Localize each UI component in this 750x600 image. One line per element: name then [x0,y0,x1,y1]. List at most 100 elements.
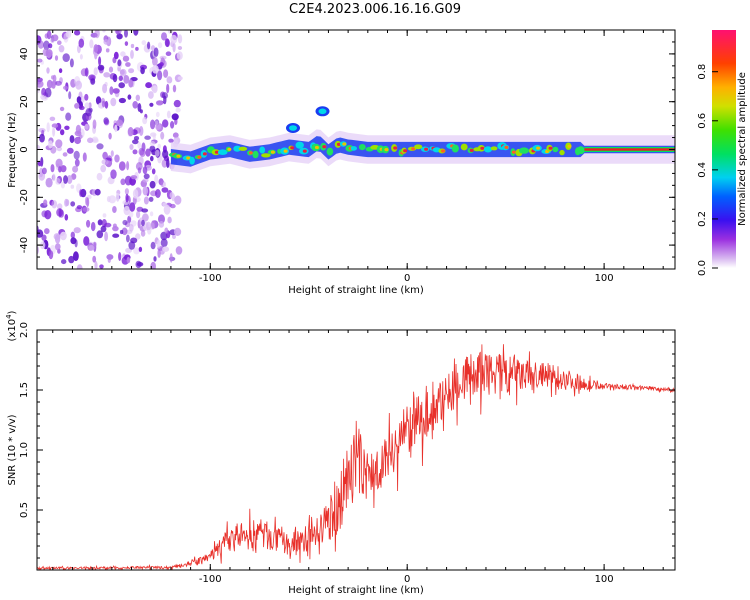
spectrogram-y-label: Frequency (Hz) [7,112,18,188]
noise-speckle [96,230,104,239]
noise-speckle [96,143,104,150]
noise-speckle [149,180,156,189]
ridge-hotspot [536,146,541,150]
noise-speckle [165,51,172,56]
noise-speckle [58,68,63,74]
noise-speckle [132,101,138,109]
colorbar-ticks: 0.0 0.2 0.4 0.6 0.8 [697,64,718,276]
ridge-blob [233,145,242,152]
noise-speckle [37,40,44,49]
noise-speckle [164,38,170,47]
noise-speckle [92,241,97,247]
noise-speckle [55,139,63,149]
ridge-hotspot [314,145,319,150]
ridge-blob [217,149,228,155]
noise-speckle [37,80,44,88]
ridge-peak-line [584,148,675,151]
noise-speckle [61,259,67,265]
noise-speckle [68,91,72,100]
ridge-blob [451,144,459,153]
noise-speckle [126,161,130,171]
ridge-hotspot [411,147,416,151]
noise-speckle [161,32,167,41]
noise-speckle [144,135,151,140]
noise-speckle [136,210,141,219]
noise-speckle [157,42,163,49]
noise-speckle [151,220,156,230]
noise-speckle [139,109,143,114]
noise-speckle [54,80,62,86]
colorbar-tick-label: 0.8 [697,64,708,80]
ridge-hotspot [424,147,429,151]
noise-speckle [112,88,120,94]
noise-speckle [78,38,85,48]
noise-speckle [171,113,179,121]
noise-speckle [135,46,139,51]
noise-speckle [66,175,73,184]
ridge-blob [295,141,304,149]
noise-speckle [113,51,119,60]
noise-speckle [102,213,107,218]
noise-speckle [135,94,140,102]
noise-speckle [75,80,82,90]
spectrogram-x-ticks: -100 0 100 [52,30,664,284]
noise-speckle [93,44,99,53]
noise-speckle [141,40,147,46]
ridge-hotspot [403,149,408,153]
x-tick-label: 0 [404,273,410,284]
ridge-hotspot [227,147,232,151]
noise-speckle [37,160,42,167]
noise-speckle [133,247,140,255]
noise-speckle [104,100,109,109]
noise-speckle [142,116,148,125]
noise-speckle [162,246,170,252]
noise-speckle [43,40,50,51]
noise-speckle [37,229,44,238]
noise-speckle [125,62,131,67]
noise-speckle [140,230,146,237]
noise-speckle [42,48,49,57]
noise-speckle [92,119,97,129]
noise-speckle [135,233,141,240]
noise-speckle [102,83,108,94]
y-tick-label: 0 [19,146,30,152]
noise-speckle [41,167,47,175]
noise-speckle [136,262,144,267]
noise-speckle [79,54,83,60]
noise-speckle [74,136,81,145]
noise-speckle [101,100,106,108]
noise-speckle [145,221,152,231]
noise-speckle [41,234,47,241]
noise-speckle [70,184,75,189]
colorbar-tick-label: 0.0 [697,260,708,276]
noise-speckle [71,173,77,180]
noise-speckle [152,65,159,74]
noise-speckle [151,168,156,175]
noise-speckle [110,150,114,157]
x-tick-label: 100 [595,574,614,585]
ridge-blob [238,146,248,151]
noise-speckle [132,149,138,155]
noise-speckle [69,135,75,144]
ridge-hotspot [197,155,202,159]
spectrogram-noise-region [37,30,183,269]
noise-speckle [92,255,97,263]
noise-speckle [166,76,173,84]
noise-speckle [130,175,138,180]
noise-speckle [86,219,91,228]
snr-y-exponent: (x104) [5,310,18,341]
noise-speckle [62,152,68,157]
noise-speckle [155,100,164,106]
noise-speckle [120,178,126,186]
noise-speckle [117,59,122,67]
noise-speckle [126,256,131,264]
noise-speckle [39,133,45,143]
noise-speckle [157,70,163,81]
noise-speckle [124,188,129,195]
noise-speckle [137,141,141,149]
noise-speckle [53,233,61,240]
noise-speckle [107,257,111,264]
ridge-hotspot [270,150,275,154]
ridge-blob [519,147,529,154]
